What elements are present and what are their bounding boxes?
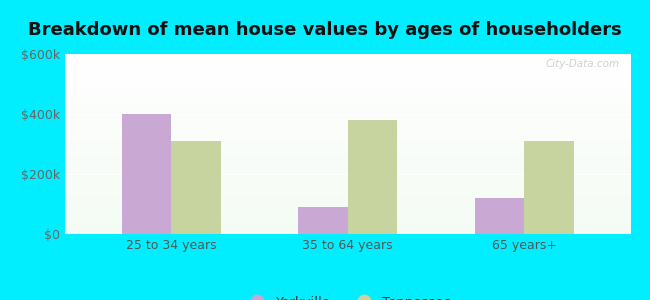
Bar	[171, 141, 220, 234]
Bar	[475, 198, 525, 234]
Text: City-Data.com: City-Data.com	[545, 59, 619, 69]
Legend: Yorkville, Tennessee: Yorkville, Tennessee	[239, 290, 457, 300]
Bar	[525, 141, 574, 234]
Text: Breakdown of mean house values by ages of householders: Breakdown of mean house values by ages o…	[28, 21, 622, 39]
Bar	[122, 114, 171, 234]
Bar	[298, 207, 348, 234]
Bar	[348, 120, 397, 234]
